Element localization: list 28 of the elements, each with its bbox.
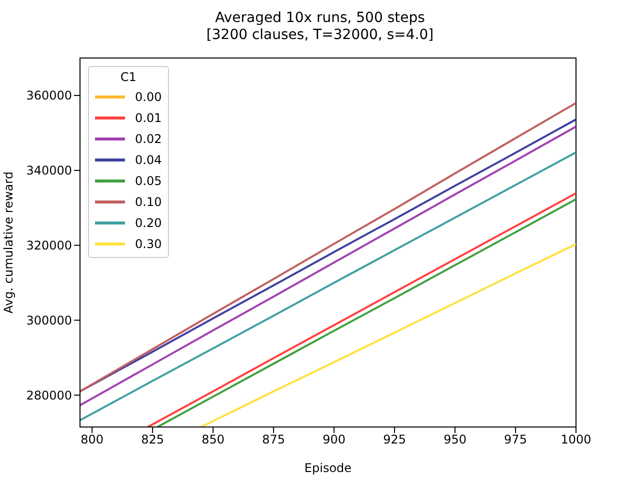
legend-label: 0.04	[135, 152, 162, 166]
x-tick-label: 825	[141, 432, 164, 447]
y-tick-label: 300000	[26, 313, 72, 328]
x-tick-label: 1000	[560, 432, 592, 447]
x-tick-label: 850	[202, 432, 225, 447]
legend-title: C1	[119, 70, 138, 84]
y-tick-label: 340000	[26, 164, 72, 178]
legend-label: 0.10	[135, 194, 162, 208]
legend-label: 0.02	[135, 132, 162, 146]
line-series	[200, 243, 576, 427]
legend-label: 0.20	[135, 216, 162, 230]
x-tick-label: 950	[444, 432, 466, 447]
legend-label: 0.00	[135, 90, 162, 104]
y-tick-label: 360000	[26, 88, 72, 103]
chart-subtitle: [3200 clauses, T=32000, s=4.0]	[205, 27, 435, 44]
y-axis-title: Avg. cumulative reward	[1, 172, 16, 314]
chart-title: Averaged 10x runs, 500 steps	[214, 10, 426, 27]
x-axis-title: Episode	[304, 461, 352, 475]
x-tick-label: 900	[322, 432, 346, 447]
x-tick-label: 925	[383, 432, 406, 447]
x-tick-label: 875	[262, 432, 286, 447]
x-tick-label: 975	[504, 432, 527, 447]
legend-label: 0.30	[135, 236, 162, 250]
y-tick-label: 280000	[26, 388, 72, 402]
legend-label: 0.05	[135, 174, 162, 188]
legend-label: 0.01	[135, 110, 162, 124]
x-tick-label: 800	[80, 432, 104, 447]
y-tick-label: 320000	[26, 238, 72, 253]
